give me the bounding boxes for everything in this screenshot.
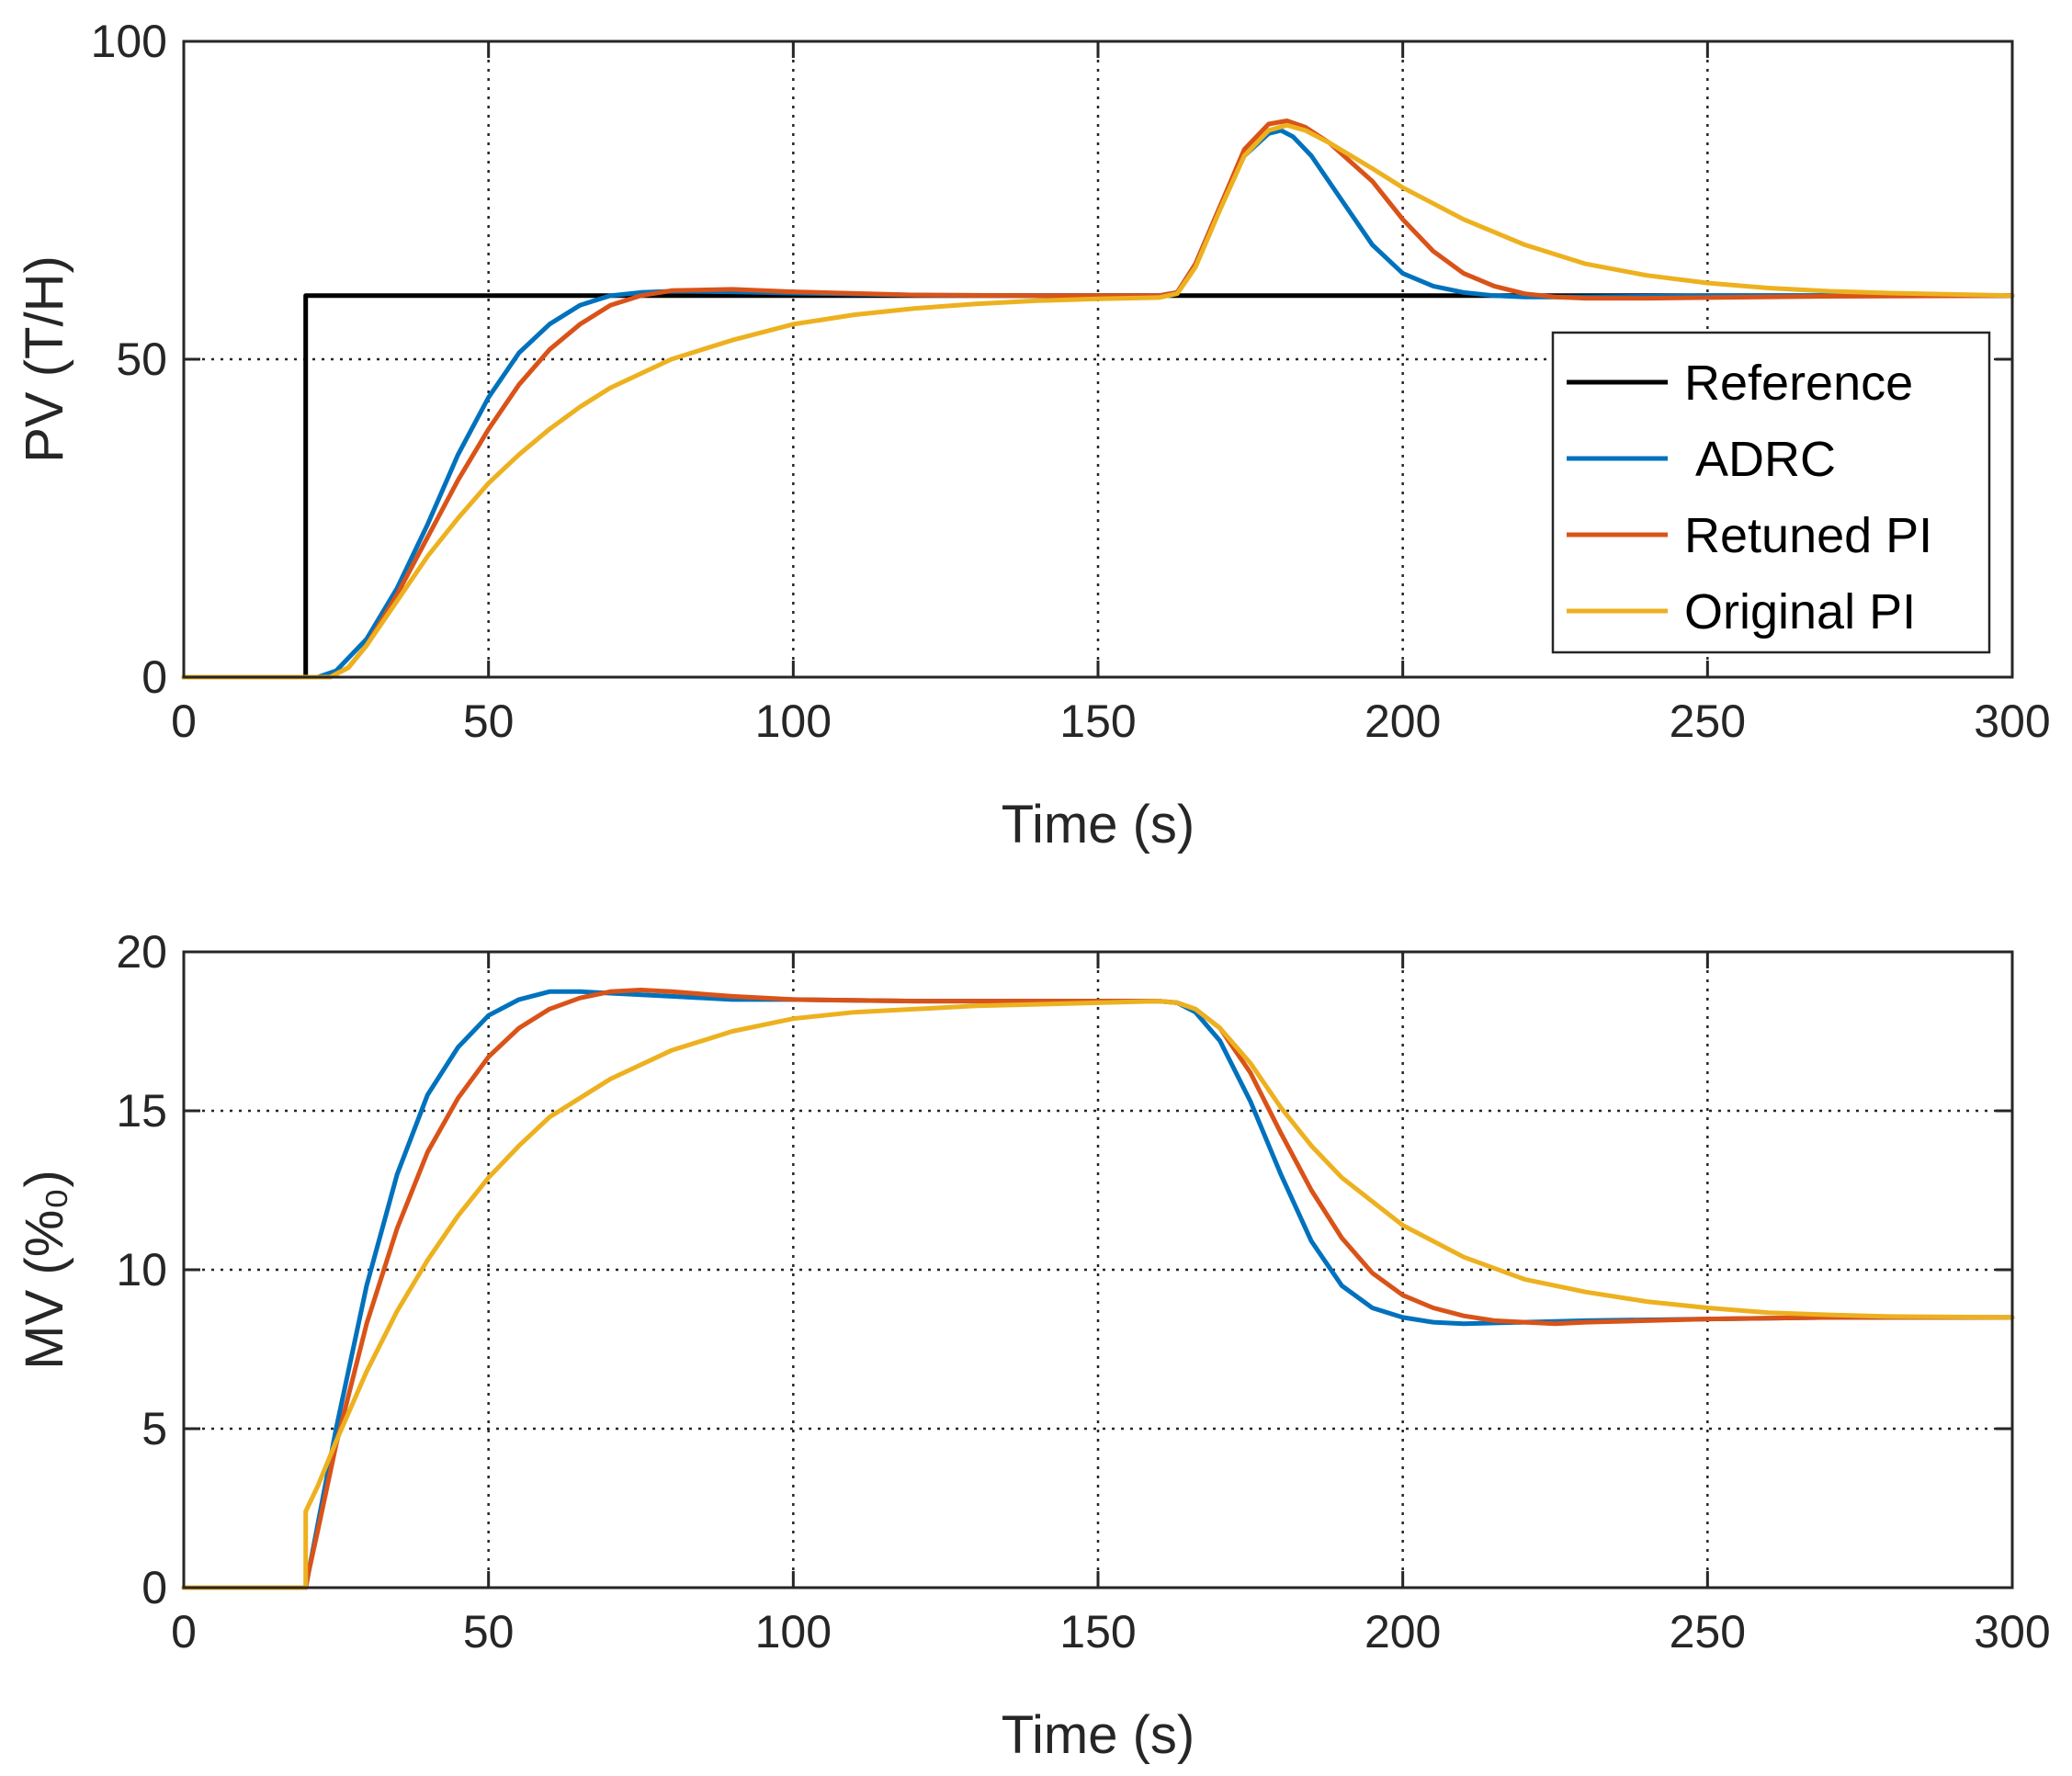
mv-x-tick-label: 150 <box>1059 1606 1136 1657</box>
pv-x-tick-label: 50 <box>463 696 515 747</box>
mv-y-tick-label: 10 <box>116 1244 167 1295</box>
mv-axes: 0 50 100 150 200 250 300 0 5 10 15 20 Time (s) MV (… <box>15 926 2051 1765</box>
pv-ticks: 0 50 100 150 200 250 300 0 50 100 <box>91 16 2051 747</box>
pv-x-tick-label: 300 <box>1974 696 2050 747</box>
pv-x-tick-label: 200 <box>1364 696 1441 747</box>
mv-series-original-pi <box>181 999 2015 1590</box>
pv-y-tick-label: 0 <box>142 651 167 703</box>
pv-x-tick-label: 150 <box>1059 696 1136 747</box>
mv-x-tick-label: 0 <box>171 1606 197 1657</box>
mv-x-axis-label: Time (s) <box>1002 1705 1195 1765</box>
mv-x-tick-label: 100 <box>755 1606 832 1657</box>
pv-x-tick-label: 250 <box>1670 696 1746 747</box>
legend-label: Reference <box>1684 356 1913 411</box>
mv-y-tick-label: 15 <box>116 1085 167 1137</box>
pv-y-tick-label: 50 <box>116 334 167 385</box>
legend-label: ADRC <box>1684 432 1836 487</box>
mv-y-axis-label: MV (%₀) <box>15 1170 74 1369</box>
pv-x-tick-label: 100 <box>755 696 832 747</box>
pv-series-original-pi <box>181 122 2015 680</box>
mv-x-tick-label: 300 <box>1974 1606 2050 1657</box>
mv-y-tick-label: 0 <box>142 1562 167 1613</box>
pv-x-axis-label: Time (s) <box>1002 795 1195 854</box>
legend-label: Retuned PI <box>1684 508 1932 563</box>
mv-y-tick-label: 5 <box>142 1403 167 1454</box>
mv-series <box>181 988 2015 1590</box>
pv-x-tick-label: 0 <box>171 696 197 747</box>
pv-y-tick-label: 100 <box>91 16 167 67</box>
mv-x-tick-label: 250 <box>1670 1606 1746 1657</box>
legend-label: Original PI <box>1684 584 1916 639</box>
mv-x-tick-label: 200 <box>1364 1606 1441 1657</box>
mv-y-tick-label: 20 <box>116 926 167 978</box>
legend-box <box>1551 331 1991 654</box>
pv-y-axis-label: PV (T/H) <box>15 255 74 463</box>
pv-axes: 0 50 100 150 200 250 300 0 50 100 Time (s) PV (T/… <box>15 16 2051 854</box>
mv-grid <box>184 952 2012 1588</box>
mv-ticks: 0 50 100 150 200 250 300 0 5 10 15 20 <box>116 926 2050 1657</box>
pv-grid <box>184 41 2012 677</box>
mv-x-tick-label: 50 <box>463 1606 515 1657</box>
legend: Reference ADRC Retuned PI Original PI <box>1551 331 1991 654</box>
